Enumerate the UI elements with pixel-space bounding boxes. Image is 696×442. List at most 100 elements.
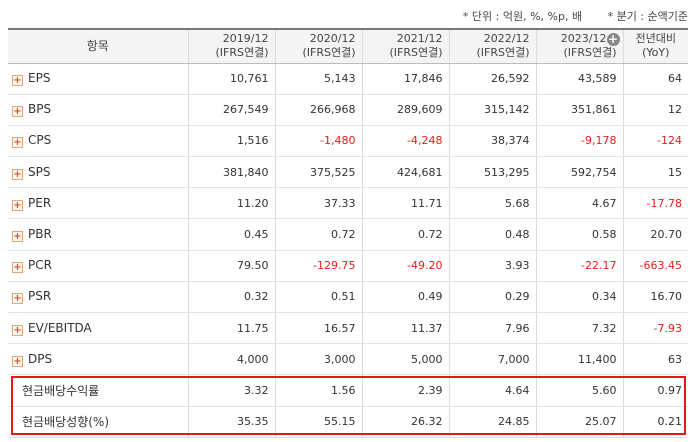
yoy-cell: 64 [622,63,688,95]
row-name: DPS [28,351,53,366]
row-label[interactable]: + PSR [8,281,188,314]
row-name: EPS [28,71,51,86]
value-cell: 289,609 [361,94,449,126]
value-cell: 0.72 [361,218,449,251]
value-cell: 0.49 [361,281,449,314]
table-row: + DPS 4,000 3,000 5,000 7,000 11,400 63 [8,343,688,376]
value-cell: -49.20 [361,250,449,282]
value-cell: 26.32 [361,406,449,438]
value-cell: 0.48 [448,218,536,251]
value-cell: 4.67 [535,187,623,220]
row-label[interactable]: + CPS [8,125,188,158]
table-row: + CPS 1,516 -1,480 -4,248 38,374 -9,178 -124 [8,125,688,158]
value-cell: 17,846 [361,63,449,95]
value-cell: 0.45 [187,218,275,251]
value-cell: 11.71 [361,187,449,220]
table-header-row: 항목 2019/12 (IFRS연결) 2020/12 (IFRS연결) 2021/… [8,28,688,64]
row-label[interactable]: + PBR [8,218,188,251]
value-cell: 10,761 [187,63,275,95]
row-name: PBR [28,227,52,242]
value-cell: 7.32 [535,312,623,345]
value-cell: 3.93 [448,250,536,282]
value-cell: -1,480 [274,125,362,158]
value-cell: 0.34 [535,281,623,314]
yoy-cell: 16.70 [622,281,688,314]
value-cell: 424,681 [361,156,449,189]
plus-square-icon[interactable]: + [12,106,23,118]
yoy-cell: -17.78 [622,187,688,220]
period-header: 2023/12 (IFRS연결) + [535,28,623,64]
row-name: SPS [28,164,51,179]
value-cell: 0.51 [274,281,362,314]
value-cell: 24.85 [448,406,536,438]
value-cell: -9,178 [535,125,623,158]
plus-square-icon[interactable]: + [12,324,23,336]
period-header: 2019/12 (IFRS연결) [187,28,275,64]
table-row: + PCR 79.50 -129.75 -49.20 3.93 -22.17 -663.45 [8,250,688,282]
row-label[interactable]: + EPS [8,63,188,95]
value-cell: 37.33 [274,187,362,220]
yoy-cell: 0.97 [622,374,688,407]
row-label[interactable]: + SPS [8,156,188,189]
table-row: + PER 11.20 37.33 11.71 5.68 4.67 -17.78 [8,187,688,220]
plus-square-icon[interactable]: + [12,199,23,211]
yoy-cell: -663.45 [622,250,688,282]
row-name: PSR [28,289,52,304]
value-cell: 592,754 [535,156,623,189]
period-header: 2020/12 (IFRS연결) [274,28,362,64]
plus-square-icon[interactable]: + [12,262,23,274]
plus-square-icon[interactable]: + [12,168,23,180]
table-row: + PSR 0.32 0.51 0.49 0.29 0.34 16.70 [8,281,688,314]
value-cell: 7,000 [448,343,536,376]
value-cell: 2.39 [361,374,449,407]
row-name: PCR [28,258,52,273]
row-label[interactable]: + PER [8,187,188,220]
yoy-header: 전년대비 (YoY) [622,28,688,64]
table-row: + BPS 267,549 266,968 289,609 315,142 351,861 1… [8,94,688,126]
plus-square-icon[interactable]: + [12,293,23,305]
row-label[interactable]: + DPS [8,343,188,376]
row-name: EV/EBITDA [28,320,92,335]
row-label[interactable]: + PCR [8,250,188,282]
row-name: 현금배당성향(%) [22,415,110,430]
value-cell: 55.15 [274,406,362,438]
value-cell: 11.20 [187,187,275,220]
value-cell: 4.64 [448,374,536,407]
row-label: 현금배당수익률 [8,374,188,407]
row-name: CPS [28,133,52,148]
value-cell: 3,000 [274,343,362,376]
value-cell: 35.35 [187,406,275,438]
value-cell: 266,968 [274,94,362,126]
value-cell: 5,000 [361,343,449,376]
value-cell: 5.60 [535,374,623,407]
yoy-cell: 20.70 [622,218,688,251]
value-cell: 79.50 [187,250,275,282]
value-cell: 4,000 [187,343,275,376]
item-column-header: 항목 [8,28,188,64]
value-cell: 0.72 [274,218,362,251]
row-name: PER [28,195,52,210]
value-cell: 0.29 [448,281,536,314]
row-label[interactable]: + BPS [8,94,188,126]
table-row: + EV/EBITDA 11.75 16.57 11.37 7.96 7.32 -7.93 [8,312,688,345]
value-cell: 11,400 [535,343,623,376]
financial-ratio-table: 항목 2019/12 (IFRS연결) 2020/12 (IFRS연결) 2021/… [8,28,688,438]
row-label: 현금배당성향(%) [8,406,188,438]
plus-circle-icon[interactable]: + [606,32,620,46]
value-cell: 16.57 [274,312,362,345]
plus-square-icon[interactable]: + [12,355,23,367]
unit-note: * 단위 : 억원, %, %p, 배 [462,10,583,23]
period-header: 2021/12 (IFRS연결) [361,28,449,64]
value-cell: 7.96 [448,312,536,345]
value-cell: -129.75 [274,250,362,282]
plus-square-icon[interactable]: + [12,137,23,149]
yoy-cell: 63 [622,343,688,376]
value-cell: 5,143 [274,63,362,95]
value-cell: 3.32 [187,374,275,407]
row-label[interactable]: + EV/EBITDA [8,312,188,345]
table-row: + SPS 381,840 375,525 424,681 513,295 592,754 1… [8,156,688,189]
yoy-cell: 15 [622,156,688,189]
plus-square-icon[interactable]: + [12,231,23,243]
value-cell: 351,861 [535,94,623,126]
plus-square-icon[interactable]: + [12,75,23,87]
